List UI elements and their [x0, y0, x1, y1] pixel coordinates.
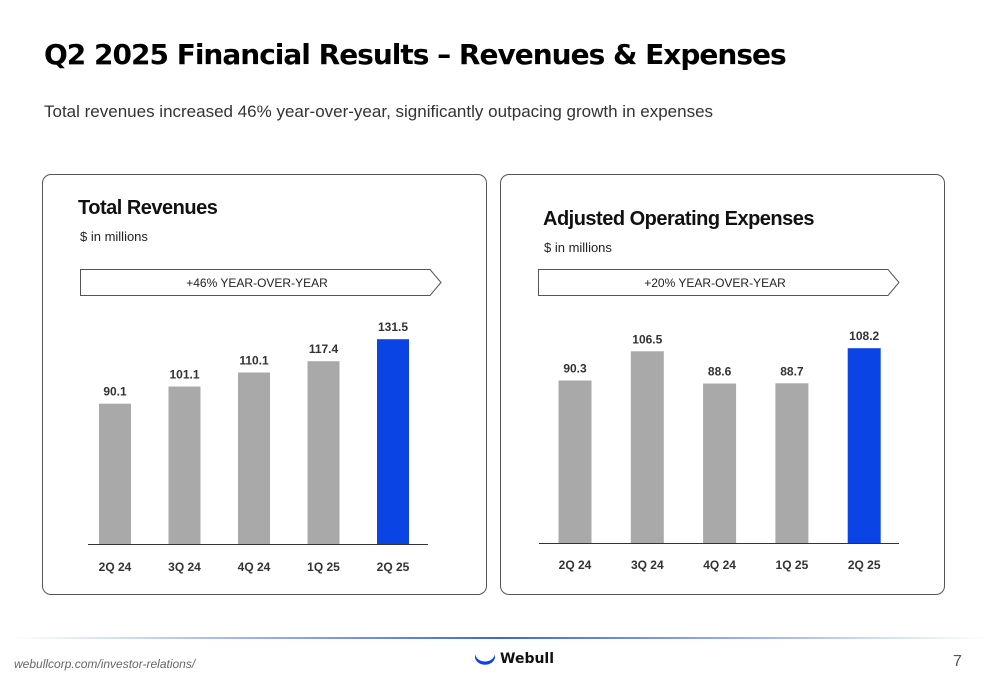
expenses-tick-label-4: 2Q 25 — [848, 558, 881, 572]
expenses-bar-chart: 90.3 2Q 24 106.5 3Q 24 88.6 4Q 24 88.7 1Q 25 108… — [539, 329, 899, 572]
expenses-tick-label-1: 3Q 24 — [631, 558, 664, 572]
revenues-value-label-2: 110.1 — [239, 354, 269, 368]
expenses-bar-2 — [703, 383, 737, 543]
revenues-value-label-0: 90.1 — [103, 385, 127, 399]
revenues-tick-label-0: 2Q 24 — [99, 560, 132, 574]
expenses-chart-title: Adjusted Operating Expenses — [543, 208, 815, 230]
revenues-unit-label: $ in millions — [80, 229, 148, 244]
revenues-tick-label-3: 1Q 25 — [307, 560, 340, 574]
expenses-bar-0 — [558, 380, 592, 543]
revenues-bar-0 — [99, 403, 131, 544]
expenses-yoy-badge: +20% YEAR-OVER-YEAR — [538, 269, 900, 296]
revenues-bar-chart: 90.1 2Q 24 101.1 3Q 24 110.1 4Q 24 117.4 1Q 25 1… — [88, 320, 428, 574]
expenses-bar-4 — [847, 348, 881, 543]
expenses-value-label-1: 106.5 — [632, 332, 662, 346]
expenses-yoy-badge-text: +20% YEAR-OVER-YEAR — [644, 276, 786, 290]
webull-brand-text: Webull — [500, 651, 555, 667]
page-number: 7 — [953, 653, 962, 670]
expenses-value-label-3: 88.7 — [780, 364, 804, 378]
expenses-tick-label-2: 4Q 24 — [703, 558, 736, 572]
slide-title: Q2 2025 Financial Results – Revenues & E… — [44, 38, 787, 71]
revenues-yoy-badge: +46% YEAR-OVER-YEAR — [80, 269, 442, 296]
revenues-bar-4 — [377, 339, 409, 544]
expenses-value-label-4: 108.2 — [849, 329, 879, 343]
expenses-value-label-0: 90.3 — [563, 362, 587, 376]
expenses-bar-3 — [775, 383, 809, 543]
revenues-bar-1 — [168, 386, 201, 544]
footer-divider — [14, 637, 986, 639]
revenues-value-label-3: 117.4 — [309, 342, 339, 356]
expenses-tick-label-3: 1Q 25 — [776, 558, 809, 572]
revenues-tick-label-1: 3Q 24 — [168, 560, 201, 574]
webull-wave-icon — [475, 654, 495, 665]
revenues-chart-title: Total Revenues — [78, 197, 218, 219]
expenses-value-label-2: 88.6 — [708, 365, 732, 379]
revenues-value-label-4: 131.5 — [378, 320, 408, 334]
expenses-bar-1 — [630, 351, 664, 543]
revenues-tick-label-4: 2Q 25 — [377, 560, 410, 574]
expenses-unit-label: $ in millions — [544, 240, 612, 255]
revenues-yoy-badge-text: +46% YEAR-OVER-YEAR — [186, 276, 328, 290]
slide-subtitle: Total revenues increased 46% year-over-y… — [44, 102, 714, 121]
revenues-tick-label-2: 4Q 24 — [238, 560, 271, 574]
investor-relations-link[interactable]: webullcorp.com/investor-relations/ — [14, 657, 196, 671]
revenues-bar-3 — [307, 361, 340, 544]
revenues-panel: Total Revenues $ in millions +46% YEAR-O… — [42, 174, 487, 595]
expenses-panel: Adjusted Operating Expenses $ in million… — [500, 174, 945, 595]
expenses-tick-label-0: 2Q 24 — [559, 558, 592, 572]
revenues-value-label-1: 101.1 — [169, 368, 199, 382]
webull-logo: Webull — [474, 651, 554, 667]
revenues-bar-2 — [238, 372, 270, 544]
